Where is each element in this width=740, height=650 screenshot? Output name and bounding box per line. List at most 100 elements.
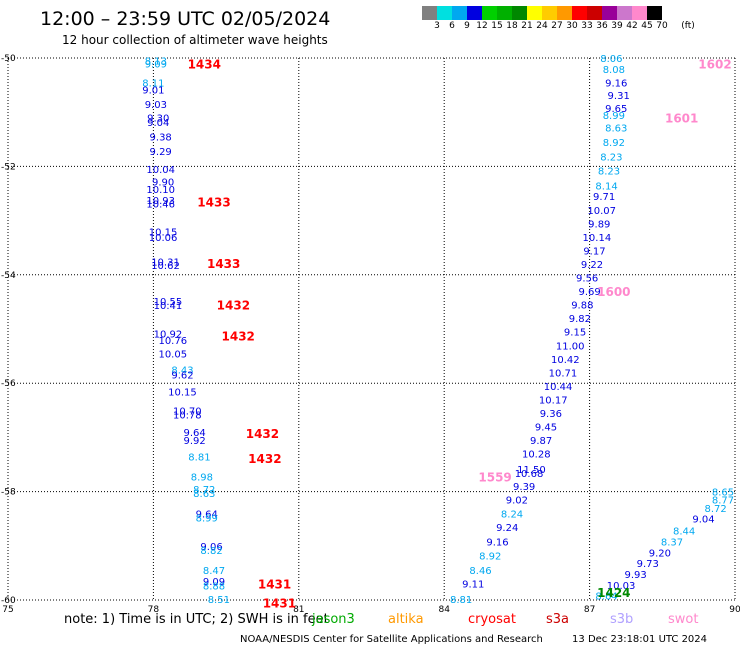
legend-swatch (437, 6, 452, 20)
track-time-label: 1433 (207, 257, 240, 271)
wave-height-value: 9.38 (150, 133, 172, 144)
legend-swatch (422, 6, 437, 20)
wave-height-value: 10.44 (544, 382, 573, 393)
wave-height-value: 8.63 (193, 489, 215, 500)
y-tick-label: -52 (1, 162, 16, 172)
wave-height-value: 8.77 (712, 496, 734, 507)
wave-height-value: 10.15 (149, 227, 178, 238)
wave-height-value: 9.62 (171, 371, 193, 382)
wave-height-value: 9.22 (581, 260, 603, 271)
legend-swatch (527, 6, 542, 20)
wave-height-value: 10.68 (515, 469, 544, 480)
wave-height-value: 9.04 (692, 515, 714, 526)
wave-height-value: 10.14 (583, 233, 612, 244)
legend-swatch (572, 6, 587, 20)
wave-height-value: 9.88 (571, 301, 593, 312)
y-tick-label: -58 (1, 488, 16, 498)
legend-tick-label: 15 (491, 21, 503, 31)
legend-swatch (557, 6, 572, 20)
wave-height-value: 9.01 (142, 85, 164, 96)
note-text: note: 1) Time is in UTC; 2) SWH is in fe… (64, 612, 329, 627)
wave-height-value: 8.72 (704, 504, 726, 515)
legend-tick-label: 45 (641, 21, 653, 31)
wave-height-value: 8.23 (598, 167, 620, 178)
track-time-label: 1432 (217, 299, 250, 313)
y-tick-label: -50 (1, 54, 16, 64)
wave-height-value: 8.99 (196, 514, 218, 525)
legend-tick-label: 42 (626, 21, 638, 31)
wave-height-value: 10.10 (146, 185, 175, 196)
wave-height-value: 9.11 (462, 580, 484, 591)
wave-height-value: 8.06 (600, 54, 622, 65)
legend-swatch (497, 6, 512, 20)
satellite-legend: jason3 altika cryosat s3a s3b swot (0, 612, 740, 628)
wave-height-value: 8.37 (661, 537, 683, 548)
satellite-legend-item: s3b (610, 612, 634, 627)
footer-timestamp: 13 Dec 23:18:01 UTC 2024 (572, 634, 708, 645)
wave-height-value: 10.62 (151, 261, 180, 272)
wave-height-value: 9.45 (535, 423, 557, 434)
wave-height-value: 9.02 (506, 496, 528, 507)
wave-height-value: 8.81 (188, 452, 210, 463)
wave-height-value: 8.65 (712, 488, 734, 499)
wave-height-value: 9.30 (147, 114, 169, 125)
legend-tick-label: 24 (536, 21, 548, 31)
legend-swatch (632, 6, 647, 20)
wave-height-value: 10.46 (146, 199, 175, 210)
x-tick-label: 81 (293, 605, 304, 612)
satellite-legend-item: jason3 (312, 612, 355, 627)
wave-height-value: 10.76 (158, 336, 187, 347)
wave-height-value: 9.87 (530, 436, 552, 447)
wave-height-value: 9.64 (196, 509, 218, 520)
track-time-label: 1434 (188, 57, 221, 71)
track-time-label: 1424 (597, 586, 630, 600)
wave-height-value: 10.31 (151, 257, 180, 268)
wave-height-value: 9.92 (183, 436, 205, 447)
wave-height-value: 8.82 (200, 546, 222, 557)
satellite-legend-item: swot (668, 612, 699, 627)
wave-height-value: 8.92 (603, 138, 625, 149)
wave-height-value: 8.43 (171, 366, 193, 377)
wave-height-value: 9.09 (203, 577, 225, 588)
wave-height-value: 9.71 (593, 192, 615, 203)
wave-height-value: 9.89 (588, 219, 610, 230)
legend-tick-label: 12 (476, 21, 488, 31)
track-time-label: 1431 (258, 578, 291, 592)
track-time-label: 1601 (665, 112, 698, 126)
legend-swatch (542, 6, 557, 20)
wave-height-value: 10.71 (549, 368, 578, 379)
wave-height-value: 9.36 (540, 409, 562, 420)
wave-height-value: 8.81 (450, 595, 472, 606)
wave-height-value: 9.31 (608, 91, 630, 102)
wave-height-value: 9.24 (496, 523, 518, 534)
wave-height-value: 9.06 (200, 542, 222, 553)
wave-height-value: 10.55 (154, 297, 183, 308)
wave-height-value: 10.17 (539, 395, 568, 406)
wave-height-chart: 75 78 81 84 87 90-50-52-54-56-58-608.139.098.… (1, 54, 740, 612)
wave-height-value: 9.15 (564, 328, 586, 339)
track-time-label: 1600 (597, 285, 630, 299)
y-tick-label: -60 (1, 596, 16, 606)
wave-height-value: 8.72 (193, 485, 215, 496)
wave-height-value: 9.93 (625, 570, 647, 581)
legend-tick-label: 21 (521, 21, 533, 31)
wave-height-value: 8.63 (605, 123, 627, 134)
legend-tick-label: 33 (581, 21, 593, 31)
x-tick-label: 84 (438, 605, 450, 612)
wave-height-value: 10.78 (173, 411, 202, 422)
legend-swatch (512, 6, 527, 20)
track-time-label: 1431 (263, 597, 296, 611)
x-tick-label: 78 (148, 605, 160, 612)
wave-height-value: 9.29 (150, 147, 172, 158)
wave-height-value: 9.03 (145, 100, 167, 111)
wave-height-value: 10.07 (587, 206, 616, 217)
wave-height-value: 9.17 (583, 246, 605, 257)
satellite-legend-item: altika (388, 612, 424, 627)
wave-height-value: 8.64 (595, 592, 617, 603)
wave-height-value: 9.16 (605, 78, 627, 89)
wave-height-value: 8.08 (603, 65, 625, 76)
wave-height-value: 9.56 (576, 274, 598, 285)
legend-tick-label: 36 (596, 21, 608, 31)
wave-height-value: 10.06 (149, 233, 178, 244)
legend-tick-label: 3 (434, 21, 440, 31)
